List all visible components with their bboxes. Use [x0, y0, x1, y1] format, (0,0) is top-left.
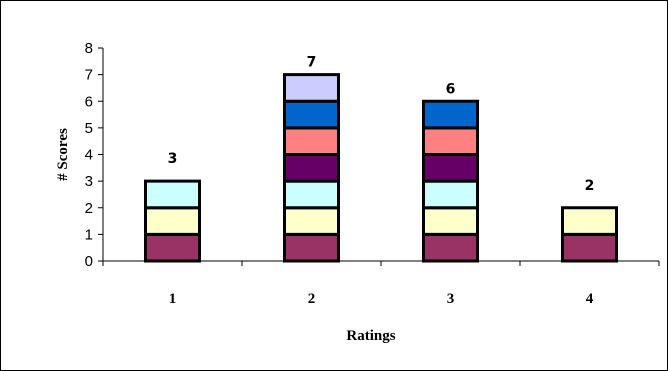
data-label: 7: [307, 55, 317, 71]
bar-segment: [144, 179, 201, 210]
data-label: 3: [168, 151, 178, 167]
y-axis-title: # Scores: [55, 128, 71, 181]
y-tick-label: 1: [85, 226, 93, 243]
bar-segment: [283, 126, 340, 156]
bar-segment: [283, 206, 340, 236]
bar-segment: [283, 232, 340, 263]
bar-segment: [422, 179, 479, 210]
y-tick-label: 8: [85, 40, 93, 57]
y-tick-label: 3: [85, 173, 93, 190]
y-tick-label: 7: [85, 67, 93, 84]
bar-segment: [283, 179, 340, 210]
y-tick-label: 0: [85, 253, 93, 270]
bar-segment: [422, 206, 479, 236]
bar-segment: [283, 73, 340, 103]
bar-segment: [422, 232, 479, 263]
data-label: 6: [446, 81, 456, 97]
bars: 3 7 6 2: [144, 55, 618, 263]
x-axis-title: Ratings: [346, 328, 395, 344]
bar-segment: [283, 99, 340, 130]
bar-segment: [144, 206, 201, 236]
y-tick-label: 5: [85, 120, 93, 137]
bar-segment: [561, 232, 618, 263]
x-tick-label: 1: [169, 291, 177, 307]
x-tick-label: 3: [447, 291, 455, 307]
bar-segment: [422, 153, 479, 183]
x-tick-label: 4: [586, 291, 594, 307]
x-axis: 1 2 3 4: [102, 260, 660, 307]
bar-segment: [144, 232, 201, 263]
data-label: 2: [585, 178, 595, 194]
bar-segment: [283, 153, 340, 183]
bar-segment: [422, 126, 479, 156]
bar-segment: [422, 99, 479, 130]
y-tick-label: 4: [85, 147, 93, 164]
x-tick-label: 2: [308, 291, 316, 307]
bar-segment: [561, 206, 618, 236]
y-axis: 0 1 2 3 4 5 6 7 8: [85, 40, 104, 270]
y-tick-label: 6: [85, 93, 93, 110]
y-tick-label: 2: [85, 200, 93, 217]
